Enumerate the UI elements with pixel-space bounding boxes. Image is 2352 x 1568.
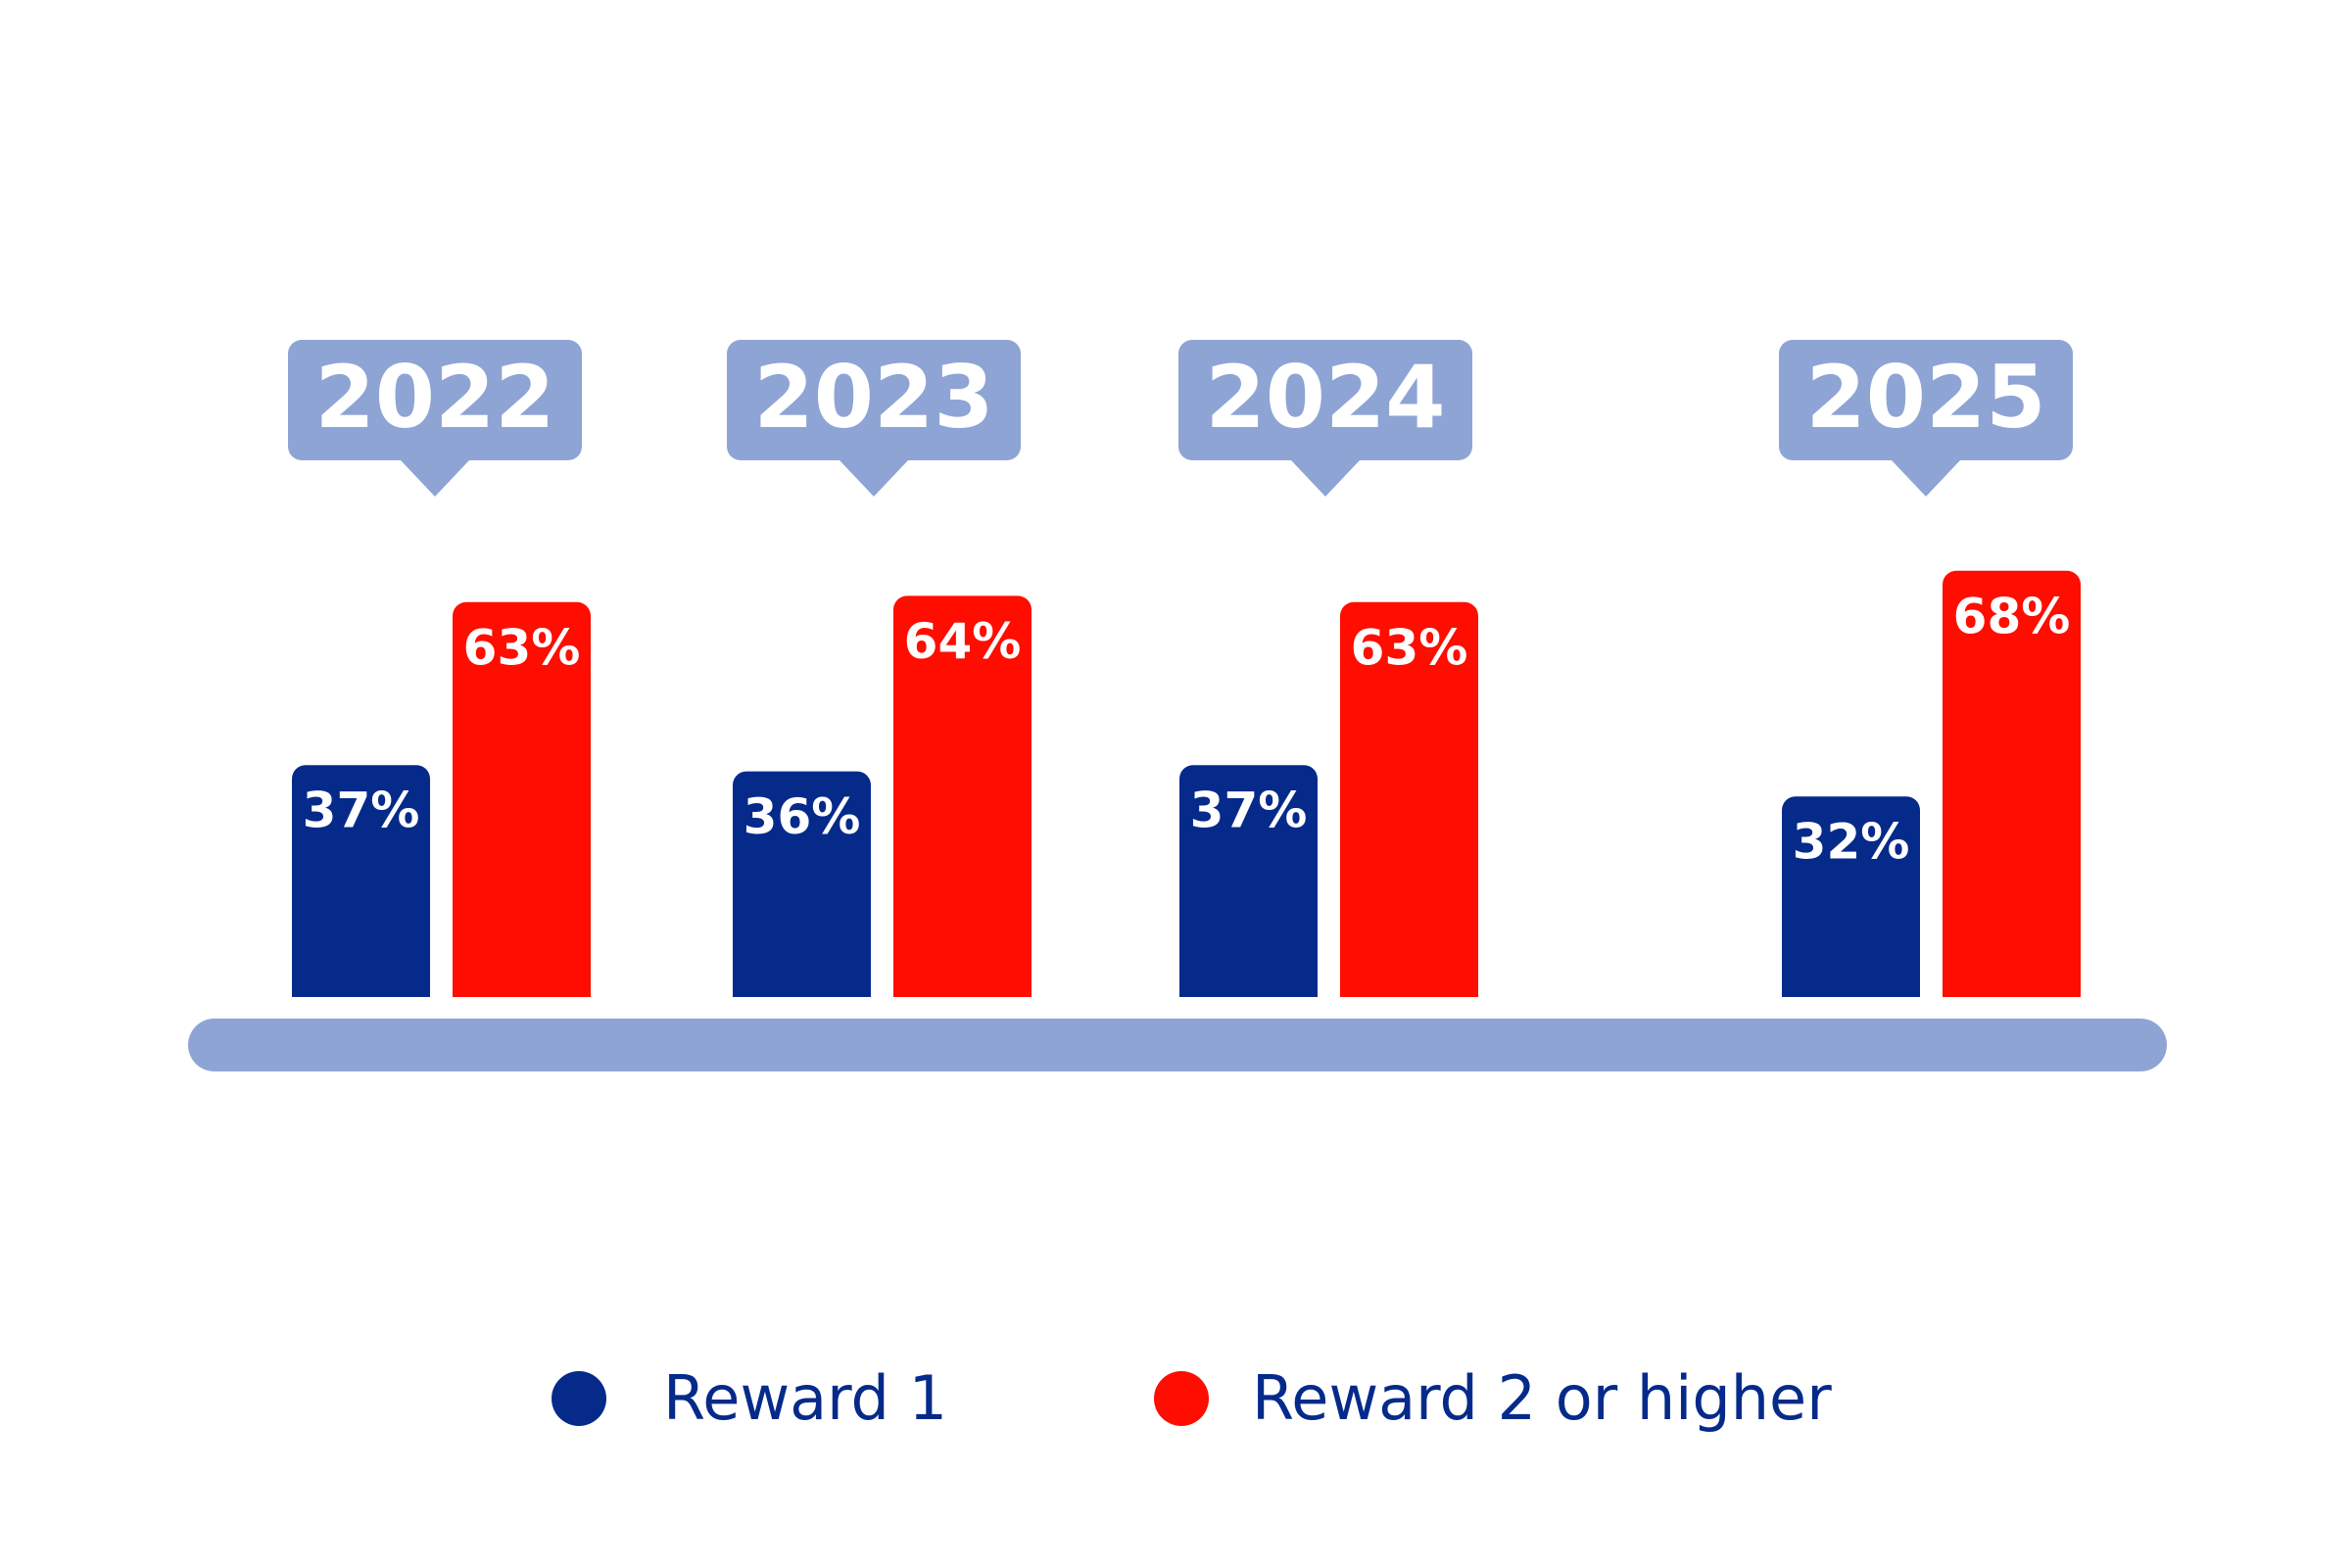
- year-label: 2023: [754, 347, 994, 448]
- bar: [1782, 796, 1920, 997]
- value-label: 32%: [1793, 814, 1910, 871]
- year-label: 2025: [1806, 347, 2046, 448]
- legend-marker: [1154, 1371, 1209, 1426]
- value-label: 37%: [1190, 783, 1308, 839]
- value-label: 64%: [904, 613, 1022, 670]
- year-tag: [1178, 340, 1472, 497]
- legend-label: Reward 2 or higher: [1252, 1362, 1832, 1434]
- legend-label: Reward 1: [663, 1362, 947, 1434]
- year-tag: [288, 340, 582, 497]
- bar: [893, 595, 1032, 997]
- bar: [1179, 765, 1318, 997]
- value-label: 37%: [303, 783, 420, 839]
- value-label: 63%: [1351, 619, 1468, 676]
- year-tag: [1779, 340, 2073, 497]
- legend-marker: [552, 1371, 606, 1426]
- value-label: 63%: [463, 619, 581, 676]
- year-tag: [727, 340, 1021, 497]
- bar: [292, 765, 430, 997]
- baseline: [188, 1019, 2167, 1071]
- year-label: 2024: [1206, 347, 1446, 448]
- year-label: 2022: [315, 347, 555, 448]
- bar: [1943, 570, 2081, 997]
- bar: [1340, 601, 1478, 997]
- value-label: 36%: [744, 788, 861, 845]
- value-label: 68%: [1953, 588, 2071, 644]
- bar: [453, 601, 591, 997]
- bar: [733, 771, 871, 997]
